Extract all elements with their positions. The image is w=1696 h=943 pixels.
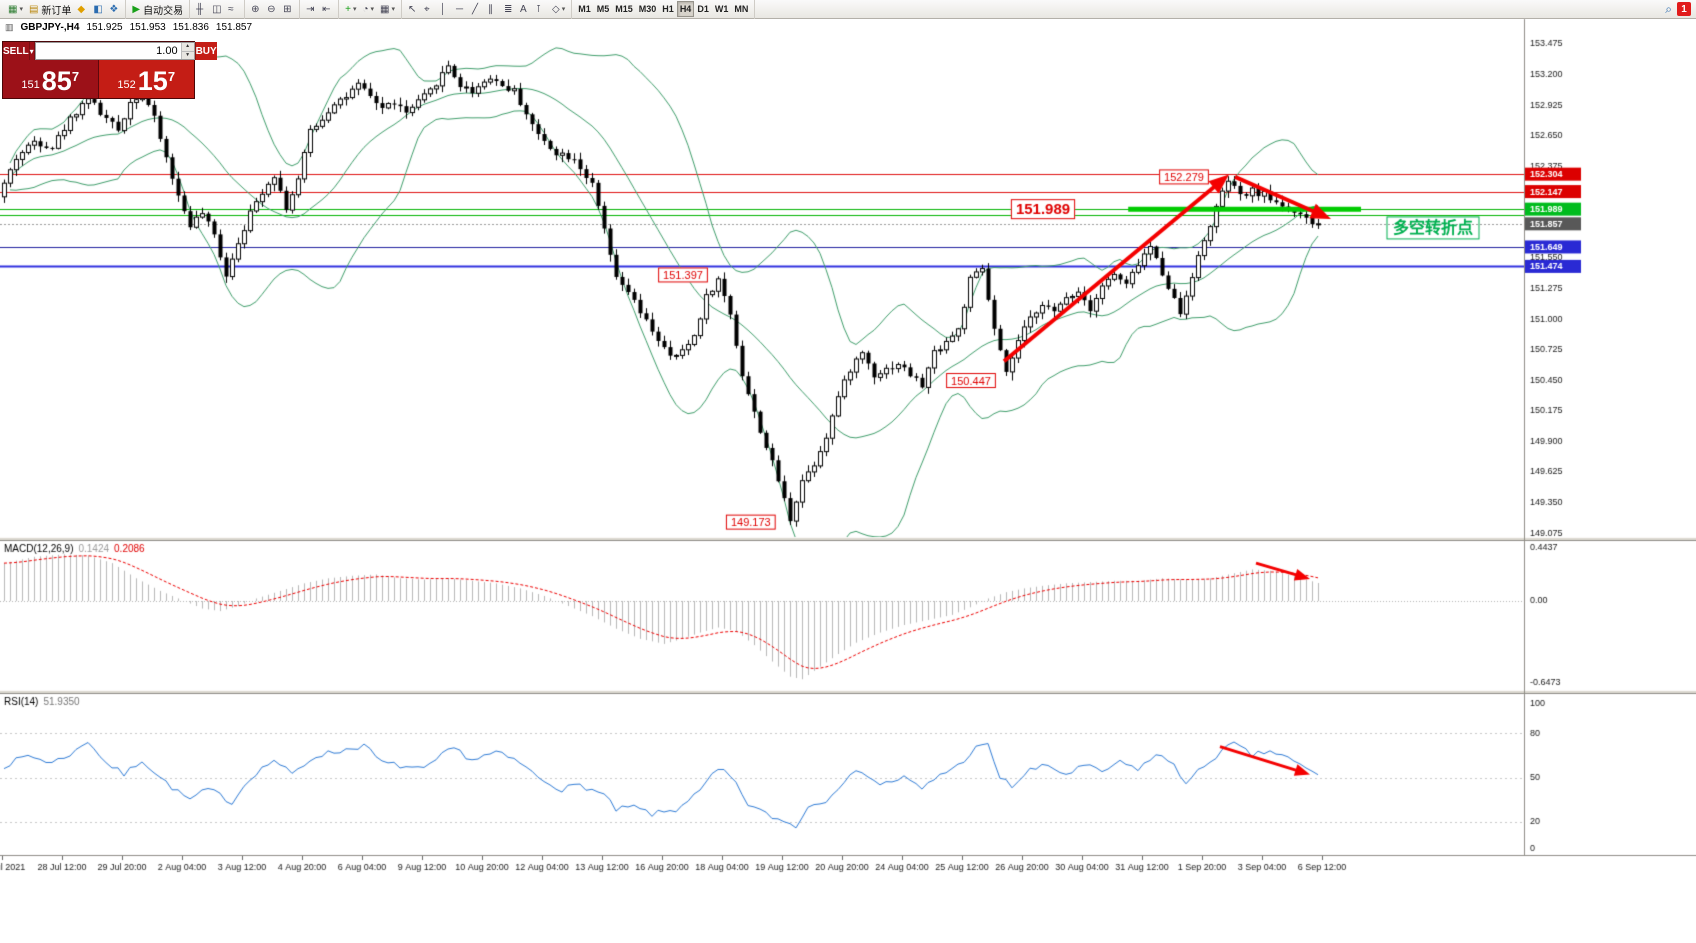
buy-price[interactable]: 152 15 7	[98, 60, 194, 98]
chart-shift-button[interactable]: ⇤	[319, 1, 335, 17]
shapes-button[interactable]: ◇ ▾	[549, 1, 568, 17]
sell-price[interactable]: 151 85 7	[3, 60, 99, 98]
open-value: 151.925	[86, 22, 123, 33]
candlestick-mini-icon: ▥	[5, 22, 14, 32]
channel-button[interactable]: ∥	[485, 1, 501, 17]
buy-price-big: 15	[137, 66, 168, 96]
panel-dropdown-caret[interactable]: ▾	[29, 42, 35, 60]
toolbar-group-chart-type: ╫ ◫ ≈	[190, 0, 246, 19]
tf-m15-button[interactable]: M15	[612, 1, 636, 17]
label-button[interactable]: ⊺	[533, 1, 549, 17]
one-click-top-row: SELL ▾ ▲ ▼ BUY	[3, 42, 217, 60]
tf-mn-button[interactable]: MN	[731, 1, 751, 17]
chart-title-ohlc: ▥ GBPJPY-,H4 151.925 151.953 151.836 151…	[5, 22, 252, 33]
one-click-price-row: 151 85 7 152 15 7	[3, 60, 194, 98]
toolbar-group-timeframes: M1 M5 M15 M30 H1 H4 D1 W1 MN	[572, 0, 756, 19]
tf-m1-button[interactable]: M1	[575, 1, 594, 17]
toolbar-group-zoom: ⊕ ⊖ ⊞	[245, 0, 301, 19]
tf-h1-button[interactable]: H1	[659, 1, 677, 17]
main-toolbar: ▦ ▾ ▤ 新订单 ◆ ◧ ❖ ▶ 自动交易 ╫ ◫ ≈ ⊕ ⊖ ⊞ ⇥ ⇤ + ▾ ◔ ▾ ▦ ▾ ↖ ⌖ │ ─ ╱ ∥ ≣ A ⊺ ◇ ▾ M…	[0, 0, 1696, 19]
crosshair-button[interactable]: ⌖	[421, 1, 437, 17]
zoom-in-button[interactable]: ⊕	[248, 1, 264, 17]
buy-button[interactable]: BUY	[194, 42, 217, 60]
high-value: 151.953	[129, 22, 166, 33]
low-value: 151.836	[172, 22, 209, 33]
toolbar-right: ⌕ 1	[1665, 2, 1694, 17]
horizontal-line-button[interactable]: ─	[453, 1, 469, 17]
volume-input[interactable]	[35, 43, 181, 59]
fibonacci-button[interactable]: ≣	[501, 1, 517, 17]
one-click-trading-panel: SELL ▾ ▲ ▼ BUY 151 85 7 152 15 7	[2, 41, 217, 99]
toolbar-group-file: ▦ ▾ ▤ 新订单 ◆ ◧ ❖	[2, 0, 127, 19]
tf-m5-button[interactable]: M5	[594, 1, 613, 17]
market-watch-button[interactable]: ◧	[90, 1, 106, 17]
toolbar-group-scroll: ⇥ ⇤	[300, 0, 340, 19]
vertical-line-button[interactable]: │	[437, 1, 453, 17]
search-icon[interactable]: ⌕	[1665, 1, 1672, 16]
toolbar-group-insert: + ▾ ◔ ▾ ▦ ▾	[339, 0, 403, 19]
sell-button[interactable]: SELL	[3, 42, 30, 60]
volume-down-button[interactable]: ▼	[181, 51, 194, 59]
time-axis[interactable]	[0, 856, 1524, 943]
symbol-period-label: GBPJPY-,H4	[20, 22, 80, 33]
tile-windows-button[interactable]: ⊞	[280, 1, 296, 17]
indicators-button[interactable]: + ▾	[342, 1, 359, 17]
autotrading-button[interactable]: ▶ 自动交易	[129, 1, 186, 17]
zoom-out-button[interactable]: ⊖	[264, 1, 280, 17]
periods-button[interactable]: ◔ ▾	[359, 1, 377, 17]
price-axis[interactable]	[1525, 19, 1696, 855]
new-order-button[interactable]: ▤ 新订单	[26, 1, 74, 17]
trendline-button[interactable]: ╱	[469, 1, 485, 17]
bar-chart-button[interactable]: ╫	[193, 1, 209, 17]
volume-stepper: ▲ ▼	[180, 43, 194, 59]
buy-price-sup: 7	[167, 69, 176, 84]
close-value: 151.857	[215, 22, 253, 33]
tf-m30-button[interactable]: M30	[636, 1, 660, 17]
data-window-button[interactable]: ❖	[106, 1, 122, 17]
tf-w1-button[interactable]: W1	[712, 1, 732, 17]
auto-scroll-button[interactable]: ⇥	[303, 1, 319, 17]
volume-up-button[interactable]: ▲	[181, 43, 194, 52]
cursor-button[interactable]: ↖	[405, 1, 421, 17]
metaeditor-button[interactable]: ◆	[74, 1, 90, 17]
text-button[interactable]: A	[517, 1, 533, 17]
notification-badge[interactable]: 1	[1677, 2, 1691, 16]
templates-button[interactable]: ▦ ▾	[377, 1, 398, 17]
new-chart-button[interactable]: ▦ ▾	[5, 1, 26, 17]
toolbar-group-autotrade: ▶ 自动交易	[126, 0, 191, 19]
sell-price-sup: 7	[71, 69, 80, 84]
buy-price-prefix: 152	[117, 79, 136, 91]
toolbar-groups: ▦ ▾ ▤ 新订单 ◆ ◧ ❖ ▶ 自动交易 ╫ ◫ ≈ ⊕ ⊖ ⊞ ⇥ ⇤ + ▾ ◔ ▾ ▦ ▾ ↖ ⌖ │ ─ ╱ ∥ ≣ A ⊺ ◇ ▾ M…	[2, 0, 756, 19]
volume-field: ▲ ▼	[34, 42, 195, 60]
tf-d1-button[interactable]: D1	[694, 1, 712, 17]
sell-price-prefix: 151	[21, 79, 40, 91]
tf-h4-button[interactable]: H4	[676, 1, 695, 17]
candlestick-chart-button[interactable]: ◫	[209, 1, 225, 17]
line-chart-button[interactable]: ≈	[225, 1, 241, 17]
sell-price-big: 85	[41, 66, 72, 96]
toolbar-group-tools: ↖ ⌖ │ ─ ╱ ∥ ≣ A ⊺ ◇ ▾	[402, 0, 573, 19]
